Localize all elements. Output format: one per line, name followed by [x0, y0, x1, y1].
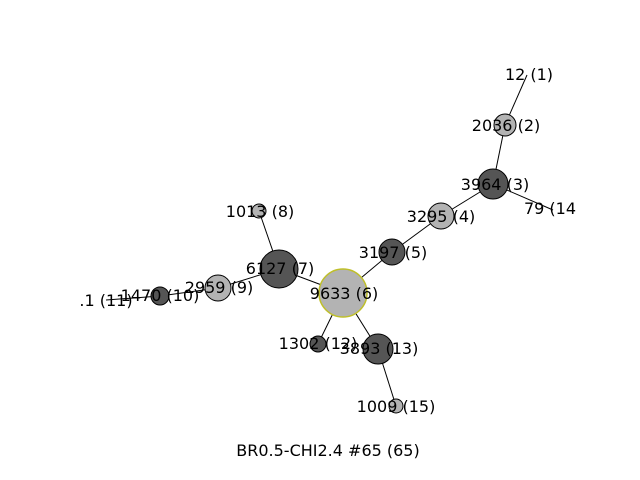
- node-5: [378, 238, 406, 266]
- node-label-15: 1009 (15): [357, 397, 436, 416]
- node-label-7: 6127 (7): [246, 259, 314, 278]
- node-label-5: 3197 (5): [359, 243, 427, 262]
- node-2: [493, 113, 517, 137]
- node-label-11: .1 (11): [79, 291, 132, 310]
- node-6: [318, 268, 368, 318]
- node-4: [427, 202, 455, 230]
- node-layer: [150, 113, 517, 414]
- node-label-2: 2036 (2): [472, 116, 540, 135]
- node-label-9: 2959 (9): [185, 278, 253, 297]
- node-10: [150, 286, 170, 306]
- node-9: [204, 274, 232, 302]
- node-label-14: 79 (14: [524, 199, 576, 218]
- node-7: [259, 249, 299, 289]
- node-label-3: 3964 (3): [461, 175, 529, 194]
- node-label-8: 1013 (8): [226, 202, 294, 221]
- node-label-4: 3295 (4): [407, 207, 475, 226]
- node-label-12: 1302 (12): [279, 334, 358, 353]
- node-label-10: 1470 (10): [121, 286, 200, 305]
- node-15: [388, 398, 404, 414]
- node-label-1: 12 (1): [505, 65, 553, 84]
- node-13: [362, 333, 394, 365]
- node-label-13: 3893 (13): [340, 339, 419, 358]
- node-3: [477, 168, 509, 200]
- node-label-6: 9633 (6): [310, 284, 378, 303]
- node-8: [251, 203, 267, 219]
- label-layer: 12 (1) 2036 (2) 3964 (3) 3295 (4) 3197 (5) 96…: [79, 65, 576, 416]
- graph-caption: BR0.5-CHI2.4 #65 (65): [236, 441, 419, 460]
- node-12: [309, 335, 327, 353]
